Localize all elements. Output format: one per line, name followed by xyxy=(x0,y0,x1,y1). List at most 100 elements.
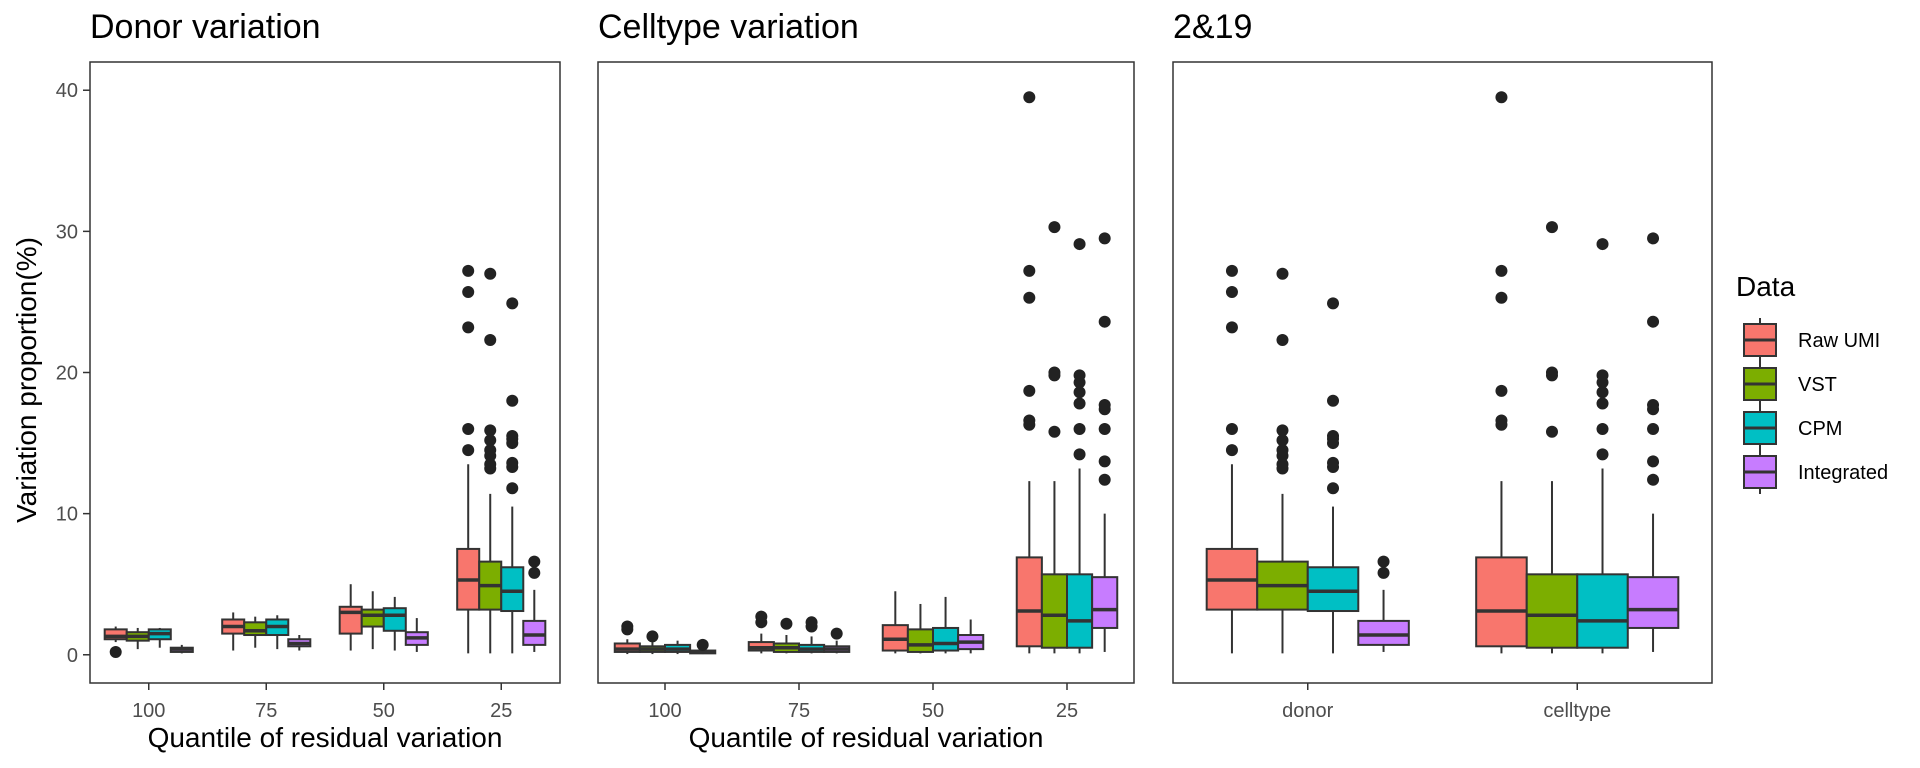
outlier-point xyxy=(780,617,793,630)
outlier-point xyxy=(1023,91,1036,104)
outlier-point xyxy=(484,424,497,437)
outlier-point xyxy=(1327,456,1340,469)
outlier-point xyxy=(755,610,768,623)
outlier-point xyxy=(506,394,519,407)
outlier-point xyxy=(1647,232,1660,245)
outlier-point xyxy=(1023,264,1036,277)
box-vst-donor xyxy=(1256,267,1309,654)
box-raw-umi-75 xyxy=(747,610,775,654)
outlier-point xyxy=(462,422,475,435)
outlier-point xyxy=(1225,286,1238,299)
outlier-point xyxy=(696,638,709,651)
outlier-point xyxy=(1098,473,1111,486)
outlier-point xyxy=(1023,384,1036,397)
outlier-point xyxy=(484,444,497,457)
outlier-point xyxy=(1023,291,1036,304)
outlier-point xyxy=(1276,334,1289,347)
outlier-point xyxy=(1495,291,1508,304)
outlier-point xyxy=(1098,232,1111,245)
box-raw-umi-50 xyxy=(338,584,363,651)
outlier-point xyxy=(1647,473,1660,486)
box-cpm-25 xyxy=(500,297,525,654)
box-integrated-celltype xyxy=(1626,232,1680,652)
box-integrated-50 xyxy=(957,619,985,654)
outlier-point xyxy=(1073,422,1086,435)
legend-label-integrated: Integrated xyxy=(1798,462,1888,484)
outlier-point xyxy=(1377,555,1390,568)
panel-1: Donor variation 0 10 20 30 40 100 75 50 25Quantil… xyxy=(56,8,561,753)
outlier-point xyxy=(1073,386,1086,399)
box-integrated-donor xyxy=(1357,555,1410,652)
x-tick-label: 75 xyxy=(255,700,277,722)
outlier-point xyxy=(1276,267,1289,280)
box-raw-umi-100 xyxy=(103,626,128,658)
x-tick-label: 25 xyxy=(490,700,512,722)
panel-3: 2&19 donor celltype xyxy=(1172,8,1713,722)
outlier-point xyxy=(484,334,497,347)
outlier-point xyxy=(1276,444,1289,457)
outlier-point xyxy=(805,616,818,629)
panel-title: Donor variation xyxy=(90,8,321,46)
outlier-point xyxy=(506,430,519,443)
legend-label-cpm: CPM xyxy=(1798,418,1842,440)
box-cpm-75 xyxy=(265,615,290,650)
panel-title: Celltype variation xyxy=(598,8,859,46)
y-axis-title: Variation proportion(%) xyxy=(11,237,42,523)
x-tick-label: 100 xyxy=(648,700,681,722)
box-body xyxy=(1040,573,1068,649)
outlier-point xyxy=(830,627,843,640)
box-raw-umi-75 xyxy=(221,612,246,651)
x-axis-title: Quantile of residual variation xyxy=(689,722,1044,753)
panel-border xyxy=(597,61,1135,684)
outlier-point xyxy=(462,444,475,457)
legend-label-raw-umi: Raw UMI xyxy=(1798,330,1880,352)
box-body xyxy=(1015,556,1043,648)
box-body xyxy=(360,608,385,628)
y-tick-label: 40 xyxy=(56,80,78,102)
panel-2: Celltype variation 100 75 50 25 Quantile of r… xyxy=(597,8,1135,753)
outlier-point xyxy=(1495,91,1508,104)
box-body xyxy=(1525,573,1579,649)
outlier-point xyxy=(1048,221,1061,234)
y-tick-label: 0 xyxy=(67,645,78,667)
outlier-point xyxy=(1098,455,1111,468)
box-vst-100 xyxy=(125,627,150,650)
box-vst-100 xyxy=(638,630,666,655)
box-cpm-100 xyxy=(664,640,692,655)
outlier-point xyxy=(1023,414,1036,427)
x-tick-label: celltype xyxy=(1543,700,1611,722)
box-raw-umi-50 xyxy=(881,591,909,654)
outlier-point xyxy=(1276,434,1289,447)
outlier-point xyxy=(1073,397,1086,410)
outlier-point xyxy=(1377,566,1390,579)
outlier-point xyxy=(1596,422,1609,435)
outlier-point xyxy=(621,620,634,633)
box-raw-umi-celltype xyxy=(1475,91,1528,654)
box-cpm-75 xyxy=(798,616,826,654)
box-cpm-celltype xyxy=(1576,238,1629,654)
outlier-point xyxy=(1596,238,1609,251)
outlier-point xyxy=(1225,444,1238,457)
outlier-point xyxy=(1596,386,1609,399)
box-body xyxy=(1626,576,1680,629)
outlier-point xyxy=(1098,422,1111,435)
outlier-point xyxy=(1596,369,1609,382)
outlier-point xyxy=(1647,398,1660,411)
box-vst-50 xyxy=(360,591,385,650)
outlier-point xyxy=(1647,455,1660,468)
box-body xyxy=(382,607,407,632)
outlier-point xyxy=(484,267,497,280)
y-tick-label: 20 xyxy=(56,363,78,385)
outlier-point xyxy=(1225,264,1238,277)
outlier-point xyxy=(646,630,659,643)
box-cpm-50 xyxy=(382,596,407,651)
outlier-point xyxy=(1048,425,1061,438)
outlier-point xyxy=(1098,398,1111,411)
box-body xyxy=(1357,619,1410,646)
outlier-point xyxy=(506,456,519,469)
x-tick-label: 50 xyxy=(922,700,944,722)
outlier-point xyxy=(484,458,497,471)
x-axis-title: Quantile of residual variation xyxy=(148,722,503,753)
box-body xyxy=(1306,566,1360,613)
